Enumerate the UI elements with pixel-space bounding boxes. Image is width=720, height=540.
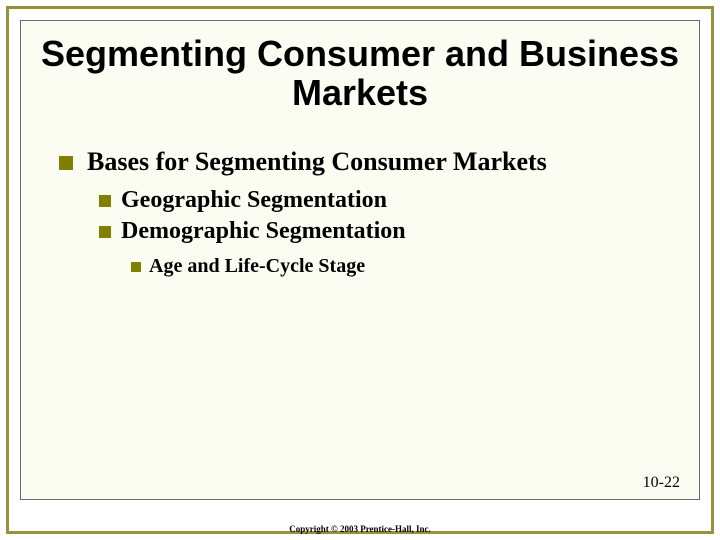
inner-panel: Segmenting Consumer and Business Markets… xyxy=(20,20,700,500)
bullet-square-icon xyxy=(131,262,141,272)
bullet-content: Bases for Segmenting Consumer Markets Ge… xyxy=(59,147,547,278)
bullet-level2: Demographic Segmentation xyxy=(99,218,547,245)
bullet-square-icon xyxy=(59,156,73,170)
bullet-square-icon xyxy=(99,195,111,207)
slide-title: Segmenting Consumer and Business Markets xyxy=(21,35,699,113)
bullet-text: Bases for Segmenting Consumer Markets xyxy=(87,147,547,177)
bullet-level3: Age and Life-Cycle Stage xyxy=(131,255,431,278)
bullet-text: Age and Life-Cycle Stage xyxy=(149,255,365,278)
bullet-square-icon xyxy=(99,226,111,238)
bullet-text: Geographic Segmentation xyxy=(121,187,387,214)
bullet-text: Demographic Segmentation xyxy=(121,218,406,245)
page-number: 10-22 xyxy=(643,474,680,492)
slide: Segmenting Consumer and Business Markets… xyxy=(0,0,720,540)
bullet-level2: Geographic Segmentation xyxy=(99,187,547,214)
bullet-level1: Bases for Segmenting Consumer Markets xyxy=(59,147,547,177)
copyright-footer: Copyright © 2003 Prentice-Hall, Inc. xyxy=(0,524,720,534)
